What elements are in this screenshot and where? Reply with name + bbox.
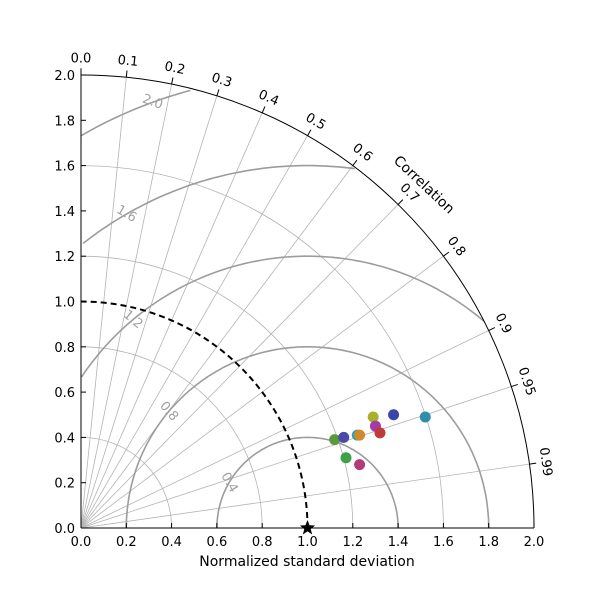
correlation-tick-label: 0.5 [303, 110, 328, 133]
y-tick-label: 1.4 [54, 205, 75, 220]
x-tick-label: 1.2 [342, 535, 363, 550]
data-point [338, 431, 350, 443]
y-tick-label: 0.2 [54, 477, 75, 492]
x-tick-label: 1.8 [478, 535, 499, 550]
y-tick-label: 1.0 [54, 296, 75, 311]
points-layer [299, 409, 431, 535]
correlation-tick [171, 77, 174, 85]
correlation-tick-label: 0.6 [350, 141, 376, 165]
y-tick-label: 1.6 [54, 160, 75, 175]
std-grid-arc [80, 255, 354, 529]
correlation-tick [397, 199, 404, 205]
correlation-tick [443, 251, 450, 257]
rms-contour [82, 164, 355, 245]
grid-layer [80, 77, 530, 529]
y-tick-label: 0.6 [54, 386, 75, 401]
rms-contour-label: 0.4 [217, 470, 240, 495]
correlation-grid-line [80, 135, 308, 529]
x-tick-label: 2.0 [524, 535, 545, 550]
x-tick-label: 1.6 [433, 535, 454, 550]
correlation-axis-label: Correlation [390, 153, 457, 218]
correlation-tick [511, 383, 518, 388]
outer-arc [80, 74, 535, 529]
correlation-grid-line [80, 95, 218, 529]
data-point [340, 452, 352, 464]
y-tick-label: 2.0 [54, 69, 75, 84]
correlation-tick [529, 462, 537, 465]
x-tick-label: 0.8 [252, 535, 273, 550]
correlation-tick [488, 327, 496, 331]
correlation-tick [307, 129, 312, 136]
std-grid-arc [80, 346, 263, 529]
y-tick-label: 1.2 [54, 250, 75, 265]
correlation-tick-label: 0.2 [163, 59, 186, 78]
data-point [354, 429, 366, 441]
data-point [329, 434, 341, 446]
tick-layer: 0.0 0.1 0.20.30.40.50.60.70.80.90.950.990.… [54, 52, 554, 550]
rms-contour [80, 255, 485, 378]
correlation-tick [216, 89, 220, 97]
y-tick-label: 1.8 [54, 114, 75, 129]
y-tick-label: 0.0 [54, 522, 75, 537]
correlation-tick-label: 0.3 [210, 70, 234, 91]
data-point [354, 459, 366, 471]
data-point [367, 411, 379, 423]
correlation-tick-label: 0.99 [536, 446, 555, 477]
correlation-grid-line [80, 165, 354, 529]
rms-contour-label: 2.0 [140, 92, 165, 113]
correlation-tick-label: 0.1 [117, 53, 139, 70]
y-tick-label: 0.8 [54, 341, 75, 356]
x-tick-label: 0.4 [161, 535, 182, 550]
x-tick-label: 1.4 [388, 535, 409, 550]
correlation-tick-label: 0.9 [492, 311, 515, 336]
data-point [374, 427, 386, 439]
rms-contour [80, 89, 191, 137]
correlation-tick-label: 0.8 [444, 234, 468, 260]
correlation-tick [261, 106, 266, 114]
data-point [388, 409, 400, 421]
correlation-tick-label: 0.4 [256, 87, 281, 109]
correlation-tick [352, 159, 358, 166]
data-point [419, 411, 431, 423]
x-tick-label: 0.2 [116, 535, 137, 550]
x-tick-label: 0.0 [71, 535, 92, 550]
std-grid-arc [80, 165, 444, 529]
x-axis-label: Normalized standard deviation [199, 554, 414, 570]
correlation-tick [125, 70, 128, 78]
reference-star-marker [299, 520, 316, 535]
y-tick-label: 0.4 [54, 431, 75, 446]
correlation-tick-label: 0.95 [515, 366, 538, 398]
correlation-tick-label: 0.0 [71, 52, 92, 67]
x-tick-label: 1.0 [297, 535, 318, 550]
rms-contour [125, 345, 490, 528]
rms-contour [216, 436, 399, 528]
reference-std-arc [80, 300, 309, 529]
x-tick-label: 0.6 [207, 535, 228, 550]
rms-contour-label: 1.6 [114, 202, 139, 225]
frame-layer [80, 74, 535, 529]
